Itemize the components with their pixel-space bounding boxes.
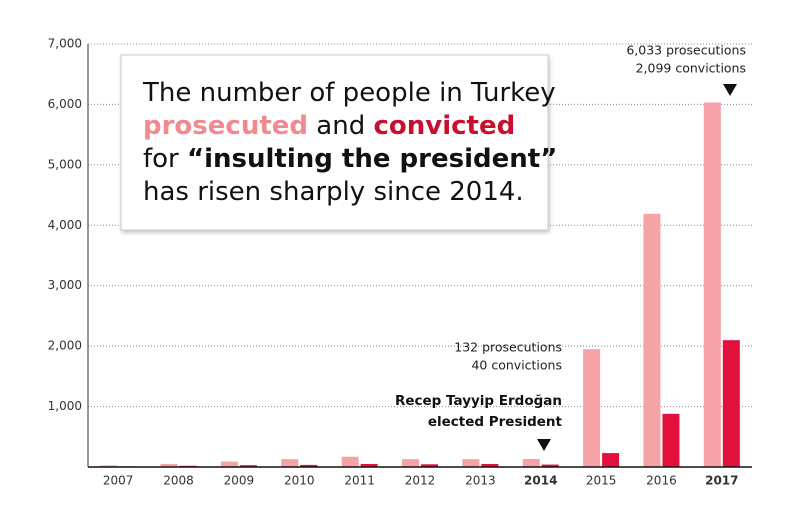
y-tick-label: 7,000 (48, 37, 82, 51)
y-tick-label: 5,000 (48, 157, 82, 171)
title-line: has risen sharply since 2014. (143, 177, 524, 207)
bar (722, 340, 740, 467)
bar (703, 102, 721, 468)
title-box (120, 54, 549, 231)
bar (583, 349, 601, 467)
bar (220, 461, 238, 467)
x-tick-label: 2010 (284, 474, 315, 488)
annotation: 2,099 convictions (636, 61, 746, 76)
y-tick-label: 4,000 (48, 218, 82, 232)
annotation: 132 prosecutions (454, 340, 562, 355)
annotation: elected President (428, 414, 563, 430)
bar (281, 459, 299, 467)
legend-convicted: convicted (373, 111, 515, 141)
bar (462, 459, 480, 467)
x-tick-label: 2009 (224, 474, 255, 488)
annotation: Recep Tayyip Erdoğan (395, 393, 562, 409)
annotation: 6,033 prosecutions (626, 43, 746, 58)
bar (541, 464, 559, 467)
title-word: and (316, 111, 365, 141)
title-line: for “insulting the president” (143, 144, 557, 174)
legend-prosecuted: prosecuted (143, 111, 308, 141)
title-line: prosecuted and convicted (143, 111, 515, 141)
bar (662, 413, 680, 467)
title-word: for (143, 144, 179, 174)
bar (341, 456, 359, 467)
x-tick-label: 2011 (344, 474, 375, 488)
bar (160, 463, 178, 467)
bar (522, 459, 540, 467)
bar (602, 453, 620, 467)
bar (100, 465, 118, 467)
x-tick-label: 2007 (103, 474, 134, 488)
bar (360, 463, 378, 467)
arrow (537, 439, 551, 451)
title-emph: “insulting the president” (187, 144, 557, 174)
y-tick-label: 1,000 (48, 399, 82, 413)
annotation: 40 convictions (471, 358, 562, 373)
title-line: The number of people in Turkey (142, 78, 556, 108)
bar (402, 459, 419, 467)
arrow (723, 84, 737, 96)
bar (481, 463, 499, 467)
bar (643, 213, 661, 467)
x-tick-label: 2012 (405, 474, 436, 488)
bar (421, 464, 438, 467)
x-tick-label: 2017 (705, 474, 738, 488)
x-tick-label: 2016 (646, 474, 677, 488)
bar (239, 465, 257, 467)
x-tick-label: 2008 (163, 474, 194, 488)
bar (300, 464, 318, 467)
y-tick-label: 6,000 (48, 97, 82, 111)
y-tick-label: 2,000 (48, 339, 82, 353)
y-tick-label: 3,000 (48, 278, 82, 292)
x-tick-label: 2015 (586, 474, 617, 488)
x-tick-label: 2014 (524, 474, 557, 488)
x-tick-label: 2013 (465, 474, 496, 488)
